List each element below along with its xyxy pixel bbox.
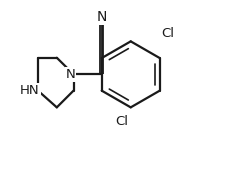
- Text: Cl: Cl: [115, 115, 128, 128]
- Text: N: N: [65, 68, 75, 81]
- Text: HN: HN: [20, 84, 40, 97]
- Text: Cl: Cl: [161, 27, 174, 40]
- Text: N: N: [96, 10, 106, 24]
